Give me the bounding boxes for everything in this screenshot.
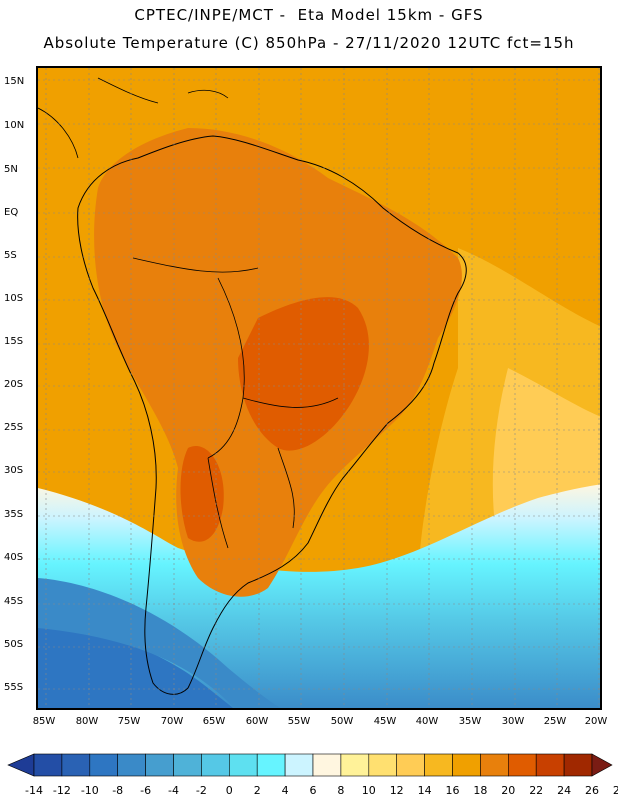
legend-swatch: [201, 753, 230, 777]
lat-label-15s: 15S: [4, 336, 24, 347]
lat-label-5s: 5S: [4, 250, 17, 261]
color-legend: [7, 753, 613, 777]
legend-boxes: [7, 753, 613, 777]
legend-swatch: [507, 753, 537, 777]
legend-swatch: [563, 753, 593, 777]
lon-label-80w: 80W: [75, 716, 99, 727]
legend-label: 28: [612, 784, 618, 797]
temp-field-cold-core: [38, 628, 233, 708]
legend-arrow-min: [7, 753, 35, 777]
lat-label-40s: 40S: [4, 552, 24, 563]
legend-label: 18: [473, 784, 488, 797]
legend-label: -4: [168, 784, 179, 797]
temp-field-cold-ring: [38, 578, 281, 708]
legend-swatch: [535, 753, 565, 777]
lon-label-30w: 30W: [501, 716, 525, 727]
legend-swatch: [368, 753, 397, 777]
legend-swatch: [61, 753, 91, 777]
lat-label-30s: 30S: [4, 465, 24, 476]
legend-label: 12: [389, 784, 404, 797]
legend-label: 8: [337, 784, 345, 797]
lon-label-20w: 20W: [584, 716, 608, 727]
legend-label: -10: [80, 784, 99, 797]
country-borders: [132, 257, 339, 549]
lon-label-45w: 45W: [373, 716, 397, 727]
lon-label-85w: 85W: [32, 716, 56, 727]
legend-label: -2: [195, 784, 207, 797]
coastline-central-america: [38, 77, 229, 159]
legend-label: 0: [225, 784, 233, 797]
legend-swatch: [256, 753, 286, 777]
lon-label-70w: 70W: [160, 716, 184, 727]
legend-label: 22: [529, 784, 544, 797]
lat-label-5n: 5N: [4, 164, 18, 175]
legend-swatch: [340, 753, 370, 777]
legend-label: -8: [112, 784, 124, 797]
continent-hot-west: [180, 446, 224, 542]
legend-label: 20: [501, 784, 516, 797]
legend-swatch: [312, 753, 342, 777]
lon-label-35w: 35W: [458, 716, 482, 727]
lat-label-eq: EQ: [4, 207, 19, 218]
legend-label: 24: [557, 784, 572, 797]
legend-label: -6: [140, 784, 152, 797]
lat-label-45s: 45S: [4, 596, 24, 607]
legend-label: 26: [585, 784, 599, 797]
lat-label-35s: 35S: [4, 509, 24, 520]
legend-label: 4: [281, 784, 289, 797]
lon-label-25w: 25W: [543, 716, 567, 727]
lat-label-50s: 50S: [4, 639, 24, 650]
legend-label: 2: [253, 784, 261, 797]
legend-swatch: [424, 753, 453, 777]
legend-swatch: [117, 753, 146, 777]
lon-label-40w: 40W: [415, 716, 439, 727]
legend-label: -12: [52, 784, 71, 797]
lon-label-65w: 65W: [202, 716, 226, 727]
legend-label: 16: [445, 784, 460, 797]
temperature-map: [38, 68, 600, 708]
legend-swatch: [480, 753, 509, 777]
legend-swatch: [396, 753, 425, 777]
legend-swatch: [145, 753, 174, 777]
lat-label-10s: 10S: [4, 293, 24, 304]
chart-title-line1: CPTEC/INPE/MCT - Eta Model 15km - GFS: [134, 6, 484, 24]
lon-label-50w: 50W: [330, 716, 354, 727]
legend-arrow-max: [591, 753, 613, 777]
lat-label-25s: 25S: [4, 422, 24, 433]
legend-swatch: [284, 753, 314, 777]
legend-label: -14: [25, 784, 43, 797]
legend-swatch: [173, 753, 202, 777]
lat-label-10n: 10N: [4, 120, 25, 131]
lat-label-15n: 15N: [4, 76, 25, 87]
legend-swatch: [33, 753, 63, 777]
legend-label: 6: [309, 784, 317, 797]
lon-label-55w: 55W: [287, 716, 311, 727]
legend-label: 14: [417, 784, 432, 797]
lat-label-55s: 55S: [4, 682, 24, 693]
legend-label: 10: [361, 784, 376, 797]
map-panel[interactable]: [36, 66, 602, 710]
lon-label-60w: 60W: [245, 716, 269, 727]
lat-label-20s: 20S: [4, 379, 24, 390]
legend-swatch: [229, 753, 258, 777]
coastline-south-america: [77, 135, 467, 695]
chart-title-line2: Absolute Temperature (C) 850hPa - 27/11/…: [43, 34, 575, 52]
legend-swatch: [89, 753, 119, 777]
continent-hot: [238, 297, 369, 451]
lon-label-75w: 75W: [117, 716, 141, 727]
legend-swatch: [452, 753, 481, 777]
graticule: [38, 68, 600, 708]
